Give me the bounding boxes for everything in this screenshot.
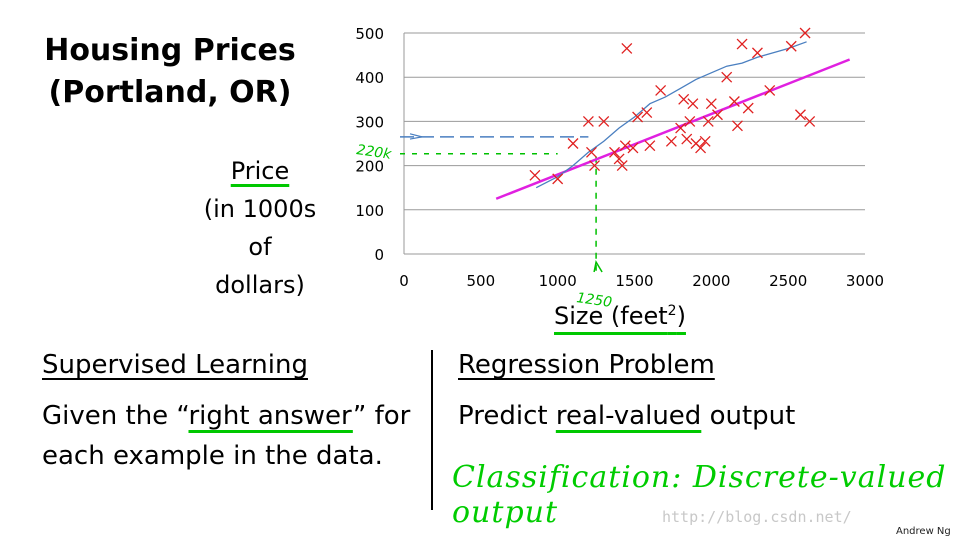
x-tick-label: 0	[399, 272, 409, 290]
chart-points	[529, 27, 816, 185]
data-point	[751, 47, 763, 59]
data-point	[712, 109, 723, 121]
data-point	[684, 115, 696, 127]
curve-fit-line	[535, 41, 807, 189]
x-tick-label: 2000	[692, 272, 730, 290]
text-before: Given the “	[42, 401, 189, 431]
y-tick-label: 300	[355, 113, 384, 131]
x-tick-label: 3000	[846, 272, 884, 290]
y-label-price: Price	[230, 157, 290, 185]
data-point	[728, 96, 740, 107]
linear-fit-line	[495, 58, 851, 200]
data-point	[785, 40, 797, 52]
data-point	[589, 160, 601, 172]
data-point	[632, 111, 644, 123]
data-point	[655, 85, 667, 96]
data-point	[552, 173, 564, 185]
data-point	[681, 133, 693, 145]
data-point	[731, 120, 743, 132]
data-point	[678, 93, 690, 105]
x-marker-label: 1250	[575, 290, 613, 311]
data-point	[598, 115, 610, 127]
data-point	[616, 160, 628, 172]
x-tick-label: 1500	[615, 272, 653, 290]
title-line-2: (Portland, OR)	[48, 75, 292, 110]
x-tick-label: 500	[467, 272, 496, 290]
panel-divider	[431, 350, 433, 510]
data-point	[799, 27, 811, 39]
x-label-close: )	[676, 302, 686, 330]
y-tick-label: 0	[374, 246, 384, 264]
data-point	[736, 38, 748, 50]
chart-gridlines	[403, 32, 865, 255]
text-after: ” for	[352, 401, 411, 431]
data-point	[529, 169, 541, 181]
title-line-1: Housing Prices	[44, 33, 296, 68]
chart-tick-labels: 0 100 200 300 400 500 0 500 1000 1500 2000 2500 3000	[355, 25, 884, 290]
data-point	[627, 142, 639, 154]
supervised-learning-heading: Supervised Learning	[42, 350, 308, 380]
text-line-2: each example in the data.	[42, 441, 383, 471]
right-panel: Regression Problem Predict real-valued o…	[458, 350, 795, 436]
y-tick-label: 400	[355, 69, 384, 87]
data-point	[764, 85, 776, 96]
data-point	[665, 135, 677, 147]
data-point	[687, 98, 699, 110]
x-label-text: Size (feet	[554, 302, 668, 330]
data-point	[641, 107, 653, 119]
data-point	[567, 138, 579, 149]
data-point	[795, 109, 806, 121]
data-point	[695, 142, 707, 154]
right-answer-underlined: right answer	[188, 401, 353, 431]
text-before: Predict	[458, 401, 556, 431]
y-label-unit-2: of dollars)	[215, 233, 305, 299]
data-point	[609, 146, 620, 158]
x-label-sup: 2	[667, 303, 677, 319]
data-point	[582, 115, 594, 127]
supervised-learning-text: Given the “right answer” for each exampl…	[42, 396, 410, 476]
data-point	[613, 153, 625, 165]
data-point	[621, 43, 633, 54]
data-point	[702, 115, 714, 127]
signature: Andrew Ng	[896, 526, 951, 537]
data-point	[619, 140, 631, 152]
chart-guide-lines	[400, 133, 603, 275]
data-point	[742, 102, 754, 114]
data-point	[804, 115, 816, 127]
curve-extension-arrow	[409, 133, 423, 140]
classification-handwritten-note: Classification: Discrete-valued output	[452, 460, 947, 530]
left-panel: Supervised Learning Given the “right ans…	[42, 350, 410, 476]
data-point	[699, 135, 711, 147]
y-label-unit-1: (in 1000s	[203, 195, 317, 223]
chart-title: Housing Prices (Portland, OR)	[30, 30, 310, 114]
data-point	[705, 98, 717, 110]
data-point	[644, 140, 656, 152]
x-tick-label: 1000	[539, 272, 577, 290]
y-marker-label: 220k	[355, 142, 393, 163]
y-tick-label: 100	[355, 202, 384, 220]
x-marker-arrow	[593, 259, 603, 273]
x-axis-label: Size (feet2)	[520, 302, 720, 330]
regression-problem-text: Predict real-valued output	[458, 396, 795, 436]
watermark: http://blog.csdn.net/	[662, 508, 852, 526]
price-chart: 0 100 200 300 400 500 0 500 1000 1500 2000 2500 3000…	[355, 25, 884, 311]
y-tick-label: 500	[355, 25, 384, 43]
x-tick-label: 2500	[769, 272, 807, 290]
chart-fits	[495, 41, 851, 200]
data-point	[586, 146, 597, 158]
y-axis-label: Price (in 1000s of dollars)	[200, 152, 320, 304]
data-point	[721, 71, 733, 83]
data-point	[675, 122, 687, 134]
real-valued-underlined: real-valued	[555, 401, 702, 431]
regression-problem-heading: Regression Problem	[458, 350, 715, 380]
text-after: output	[701, 401, 796, 431]
y-tick-label: 200	[355, 158, 384, 176]
